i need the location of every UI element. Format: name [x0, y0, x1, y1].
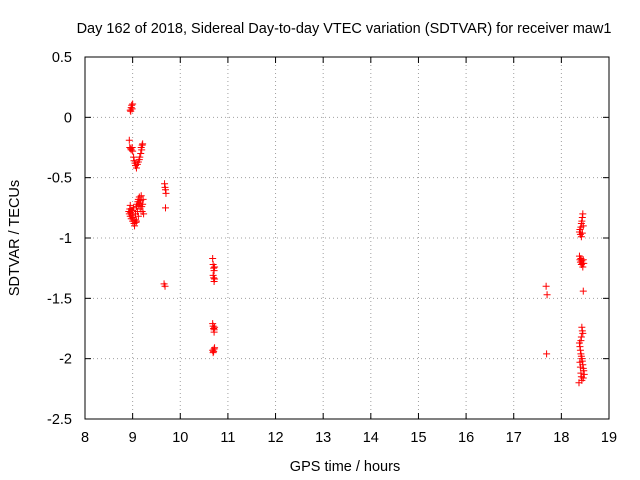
x-tick-label: 11	[220, 430, 235, 446]
data-point	[211, 344, 219, 352]
x-tick-label: 17	[506, 430, 522, 446]
x-tick-label: 15	[410, 430, 426, 446]
data-point	[575, 379, 583, 387]
data-point	[126, 201, 134, 209]
x-tick-label: 16	[458, 430, 474, 446]
data-point	[127, 107, 135, 115]
x-tick-label: 13	[315, 430, 331, 446]
data-point	[543, 291, 551, 299]
data-point	[129, 206, 137, 214]
data-point	[137, 150, 145, 158]
y-tick-label: 0.5	[52, 50, 72, 66]
x-tick-label: 12	[267, 430, 283, 446]
x-tick-labels: 8 9 10 11 12 13 14 15 16 17 18 19	[81, 430, 617, 446]
data-point	[580, 259, 588, 267]
data-point	[136, 153, 144, 161]
data-point	[140, 210, 148, 218]
x-tick-label: 10	[172, 430, 188, 446]
y-tick-label: 0	[64, 110, 72, 126]
chart-title: Day 162 of 2018, Sidereal Day-to-day VTE…	[77, 21, 612, 37]
data-point	[132, 217, 140, 225]
x-axis-label: GPS time / hours	[290, 459, 400, 475]
data-point	[132, 164, 140, 172]
x-tick-label: 9	[129, 430, 137, 446]
data-point	[162, 204, 170, 212]
grid-lines	[85, 57, 609, 419]
x-tick-label: 18	[553, 430, 569, 446]
data-point	[134, 212, 142, 220]
data-point	[125, 136, 133, 144]
y-tick-label: -1.5	[47, 291, 72, 307]
y-tick-label: -2.5	[47, 412, 72, 428]
data-point	[139, 140, 147, 148]
data-point	[131, 222, 139, 230]
data-point	[210, 328, 218, 336]
data-point	[137, 192, 145, 200]
y-axis-label: SDTVAR / TECUs	[7, 180, 23, 296]
data-point	[543, 350, 551, 358]
x-tick-label: 19	[601, 430, 617, 446]
data-point	[577, 337, 585, 345]
data-point	[161, 282, 169, 290]
data-point	[209, 255, 217, 263]
data-point	[579, 222, 587, 230]
y-tick-label: -1	[59, 231, 72, 247]
y-tick-label: -0.5	[47, 171, 72, 187]
data-points	[125, 100, 588, 387]
plot-frame	[84, 56, 610, 420]
data-point	[578, 229, 586, 237]
data-point	[579, 210, 587, 218]
x-tick-label: 14	[363, 430, 379, 446]
data-point	[579, 329, 587, 337]
data-point	[576, 363, 584, 371]
data-point	[211, 275, 219, 283]
data-point	[129, 147, 137, 155]
data-point	[129, 100, 137, 108]
data-point	[579, 374, 587, 382]
axis-ticks	[84, 56, 610, 420]
data-point	[211, 263, 219, 271]
data-point	[162, 189, 170, 197]
data-point	[138, 146, 146, 154]
y-tick-label: -2	[59, 352, 72, 368]
data-point	[579, 263, 587, 271]
data-point	[577, 233, 585, 241]
data-point	[139, 195, 147, 203]
x-tick-label: 8	[81, 430, 89, 446]
data-point	[579, 287, 587, 295]
data-point	[542, 282, 550, 290]
y-tick-labels: 0.5 0 -0.5 -1 -1.5 -2 -2.5	[47, 50, 72, 428]
